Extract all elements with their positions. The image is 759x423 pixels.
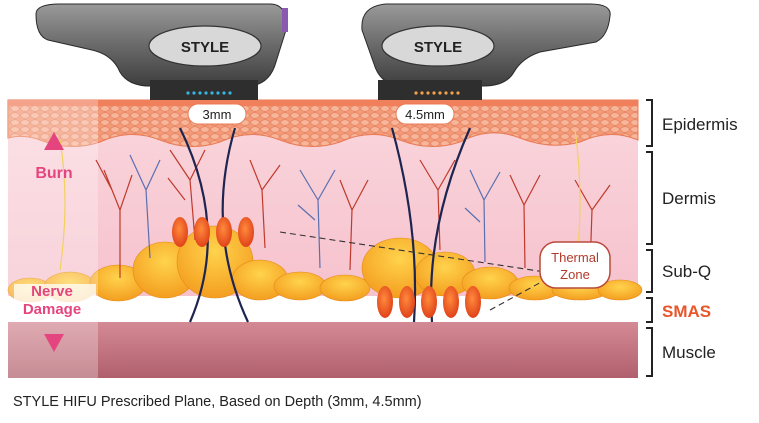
handpiece-3mm: STYLE: [35, 3, 288, 100]
epidermis-layer: [7, 99, 639, 147]
burn-label: Burn: [35, 165, 72, 182]
depth-pill-3mm: [187, 103, 247, 125]
nerve-damage-label-1: Nerve: [31, 283, 73, 300]
nerve-damage-label-2: Damage: [23, 301, 81, 318]
handpiece-4.5mm: STYLE: [361, 3, 611, 100]
device-brand-1: STYLE: [181, 39, 229, 56]
depth-label-4.5mm: 4.5mm: [405, 107, 445, 122]
focal-points-3mm: [172, 217, 254, 247]
thermal-zone-bubble: [539, 241, 611, 289]
hifu-skin-diagram: Thermal Zone 3mm 4.5mm Burn Nerve Damage…: [7, 3, 738, 378]
layer-label-epidermis: Epidermis: [662, 115, 738, 134]
layer-label-smas: SMAS: [662, 302, 711, 321]
device-brand-2: STYLE: [414, 39, 462, 56]
layer-brackets: [646, 99, 653, 377]
focal-points-4.5mm: [377, 286, 481, 318]
thermal-pointer-lines: [279, 231, 546, 311]
up-arrow-icon: [44, 132, 64, 150]
layer-label-muscle: Muscle: [662, 343, 716, 362]
layer-label-dermis: Dermis: [662, 189, 716, 208]
thermal-zone-label-2: Zone: [560, 267, 590, 282]
subq-fat: [7, 225, 643, 303]
down-arrow-icon: [44, 334, 64, 352]
depth-label-3mm: 3mm: [203, 107, 232, 122]
depth-pill-4.5mm: [395, 103, 455, 125]
figure-caption: STYLE HIFU Prescribed Plane, Based on De…: [13, 394, 422, 410]
smas-layer: [8, 296, 638, 322]
thermal-zone-label-1: Thermal: [551, 250, 599, 265]
muscle-layer: [8, 322, 638, 378]
layer-label-subq: Sub-Q: [662, 262, 711, 281]
